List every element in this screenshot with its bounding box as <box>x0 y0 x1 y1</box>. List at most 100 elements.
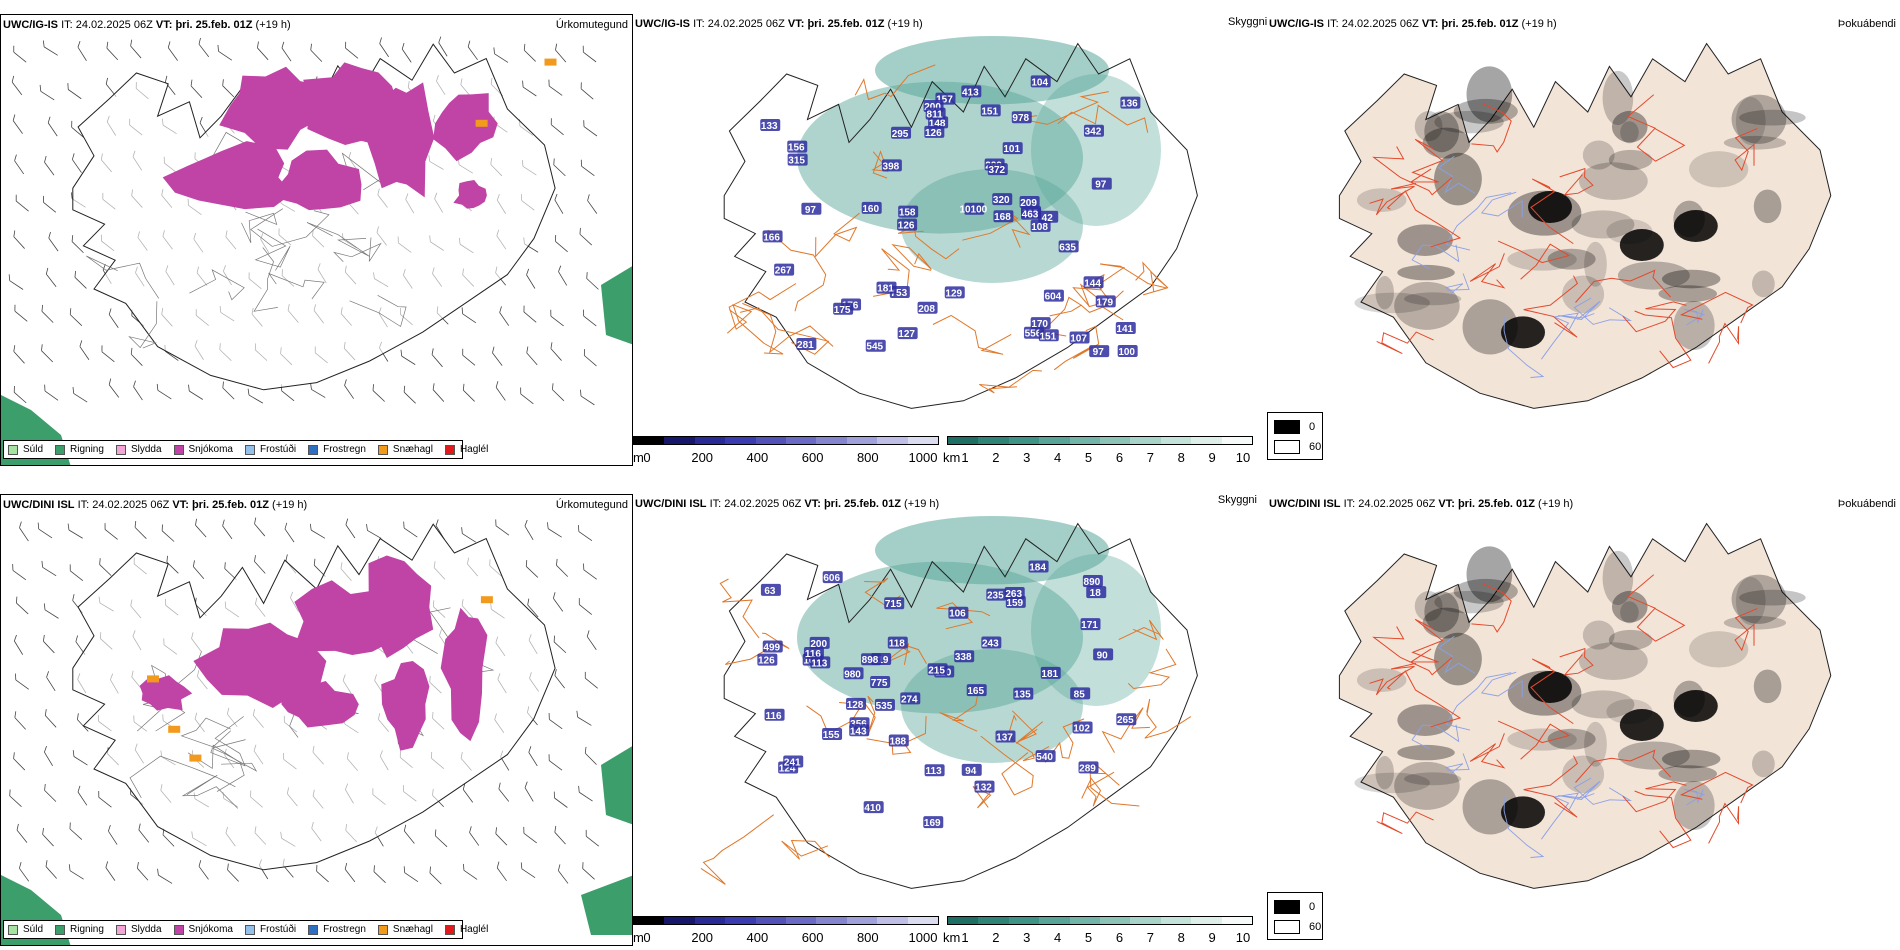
colorbar-tick: 7 <box>1146 930 1154 945</box>
dewpoint-panel-bottom: UWC/DINI ISL IT: 24.02.2025 06Z VT: þri.… <box>1267 494 1900 946</box>
cloud-base-label: 97 <box>1095 180 1107 191</box>
snow-area <box>365 82 435 198</box>
cloud-base-label: 398 <box>883 161 900 172</box>
colorbar-tick: 6 <box>1115 930 1124 945</box>
cloud-base-label: 116 <box>805 649 822 660</box>
colorbar-tick: 10 <box>1235 450 1251 465</box>
cloud-base-label: 241 <box>784 757 801 768</box>
snow-area <box>193 622 327 708</box>
cloud-base-map: 1571017533202009781661761481791811331351… <box>723 36 1198 409</box>
snow-area <box>162 141 293 210</box>
legend-label: Rigning <box>70 924 104 935</box>
colorbar-cell <box>816 917 847 924</box>
legend-swatch <box>55 924 66 935</box>
cloud-base-label: 156 <box>788 143 805 154</box>
colorbar-tick: 9 <box>1208 450 1216 465</box>
panel-title-cloud-top: Skyggni <box>1228 16 1268 28</box>
cloud-base-label: 200 <box>810 639 827 650</box>
colorbar-tick: 200 <box>691 930 714 945</box>
cloud-base-label: 170 <box>1031 319 1048 330</box>
cloud-base-label: 179 <box>1096 297 1113 308</box>
colorbar-tick: 5 <box>1084 930 1093 945</box>
colorbar-tick: 800 <box>856 930 879 945</box>
colorbar-cell <box>877 917 908 924</box>
cloud-base-label: 155 <box>823 730 840 741</box>
colorbar-cell <box>978 437 1009 444</box>
legend-item: Snæhagl <box>377 924 433 935</box>
legend-item: Frostregn <box>308 444 366 455</box>
snow-area <box>381 661 430 751</box>
snow-area <box>433 93 498 162</box>
colorbar-cell <box>816 437 847 444</box>
colorbar-cell <box>1069 437 1101 444</box>
cloud-base-label: 289 <box>1079 763 1096 774</box>
colorbar-cell <box>1130 917 1161 924</box>
legend-label: Frostregn <box>323 444 366 455</box>
precip-type-map <box>1 517 632 945</box>
cloud-base-label: 141 <box>1116 324 1133 335</box>
panel-header: UWC/DINI ISL IT: 24.02.2025 06Z VT: þri.… <box>635 498 940 510</box>
cloud-base-label: 133 <box>761 121 778 132</box>
panel-header: UWC/IG-IS IT: 24.02.2025 06Z VT: þri. 25… <box>3 19 291 31</box>
legend-swatch <box>173 924 184 935</box>
cloud-base-label: 263 <box>1005 589 1022 600</box>
cloud-base-label: 158 <box>899 208 916 219</box>
cloud-base-label: 85 <box>1074 689 1086 700</box>
legend-item: Slydda <box>115 924 162 935</box>
cloud-base-label: 171 <box>1081 620 1098 631</box>
colorbar-cell <box>1221 917 1253 924</box>
cloud-base-label: 208 <box>918 304 935 315</box>
legend-label: Haglél <box>459 924 489 935</box>
colorbar-tick: 7 <box>1146 450 1154 465</box>
legend-swatch <box>244 444 255 455</box>
colorbar-tick: 3 <box>1023 450 1031 465</box>
cloud-base-label: 978 <box>1012 113 1029 124</box>
colorbar-tick: 400 <box>746 930 769 945</box>
cloud-base-label: 209 <box>1020 198 1037 209</box>
colorbar-cell <box>907 917 939 924</box>
cloud-base-colorbar: m 0 200 400 600 800 1000 <box>633 436 943 466</box>
legend-label: Frostúði <box>259 924 297 935</box>
legend-label: Snæhagl <box>392 444 433 455</box>
legend-item: Frostúði <box>244 444 296 455</box>
cloud-base-label: 101 <box>1003 144 1020 155</box>
panel-title: Þokuábendi <box>1837 18 1896 30</box>
cloud-base-label: 635 <box>1059 242 1076 253</box>
legend-item: Haglél <box>444 444 488 455</box>
colorbar-tick: 10 <box>1235 930 1251 945</box>
cloud-base-label: 215 <box>928 665 945 676</box>
dewpoint-map <box>1338 522 1832 889</box>
cloud-base-label: 606 <box>823 573 840 584</box>
colorbar-cell <box>664 437 695 444</box>
colorbar-tick: 200 <box>691 450 714 465</box>
cloud-base-label: 129 <box>945 288 962 299</box>
panel-header: UWC/DINI ISL IT: 24.02.2025 06Z VT: þri.… <box>1269 498 1574 510</box>
cloud-base-label: 980 <box>844 669 861 680</box>
precip-type-legend: Súld Rigning Slydda Snjókoma Frostúði Frostre… <box>3 920 488 939</box>
colorbar-cell <box>1008 437 1040 444</box>
cloud-base-label: 267 <box>775 266 792 277</box>
cloud-base-label: 100 <box>1118 347 1135 358</box>
legend-swatch <box>1274 920 1300 934</box>
colorbar-cell <box>725 437 756 444</box>
legend-label: 60 <box>1309 441 1322 453</box>
precip-type-map <box>1 36 632 465</box>
cloud-base-label: 63 <box>764 586 776 597</box>
cloud-base-label: 116 <box>765 711 782 722</box>
legend-label: Súld <box>23 924 44 935</box>
cloud-base-label: 132 <box>975 783 992 794</box>
panel-header: UWC/DINI ISL IT: 24.02.2025 06Z VT: þri.… <box>3 499 308 511</box>
colorbar-tick: 800 <box>856 450 879 465</box>
colorbar-tick: 400 <box>746 450 769 465</box>
colorbar-tick: 1000 <box>908 450 938 465</box>
cloud-base-label: 235 <box>987 591 1004 602</box>
cloud-base-label: 410 <box>864 803 881 814</box>
cloud-base-label: 160 <box>862 204 879 215</box>
cloud-base-label: 144 <box>1084 278 1101 289</box>
cloud-base-label: 243 <box>982 639 999 650</box>
legend-item: Frostregn <box>308 924 366 935</box>
colorbar-tick: 4 <box>1054 930 1062 945</box>
precip-type-legend: Súld Rigning Slydda Snjókoma Frostúði Frostre… <box>3 440 488 459</box>
cloud-base-label: 128 <box>847 700 864 711</box>
colorbar-cell <box>786 437 817 444</box>
